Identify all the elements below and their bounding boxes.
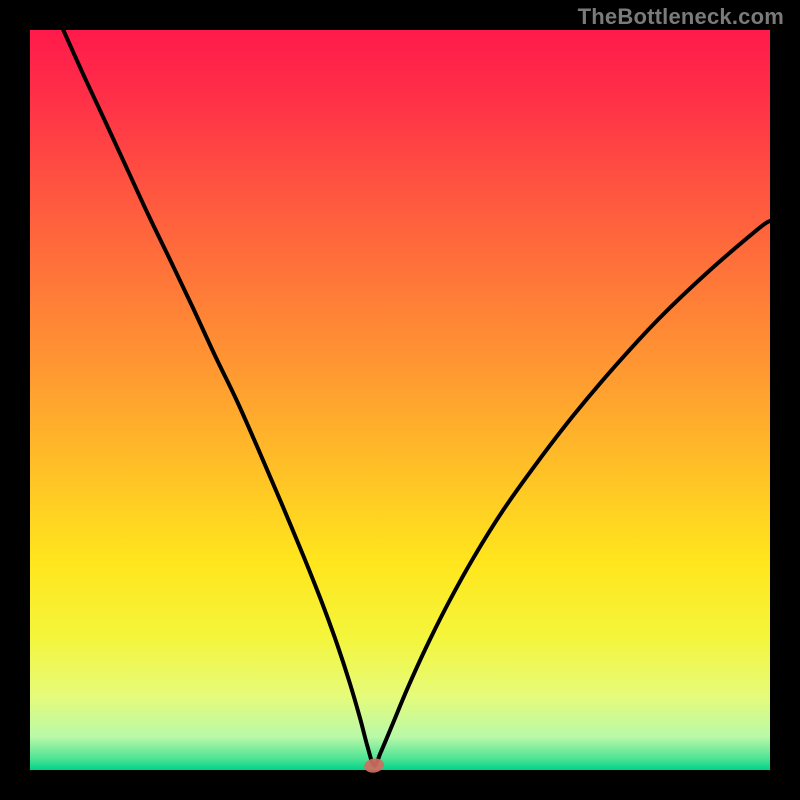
bottleneck-chart [0, 0, 800, 800]
figure-frame: { "watermark": { "text": "TheBottleneck.… [0, 0, 800, 800]
watermark-text: TheBottleneck.com [578, 4, 784, 30]
chart-background-gradient [30, 30, 770, 770]
